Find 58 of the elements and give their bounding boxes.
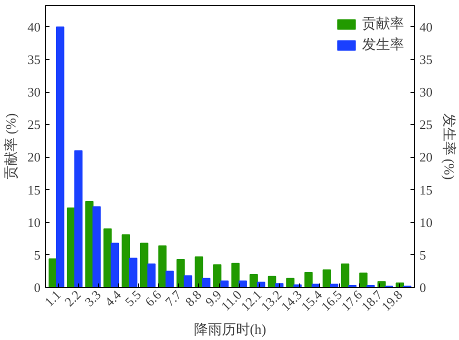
bar (110, 242, 120, 288)
y-tick-label: 40 (28, 19, 40, 34)
x-tick-label: 5.5 (122, 287, 144, 310)
y2-tick-label: 20 (420, 150, 432, 165)
y-tick-label: 20 (28, 150, 40, 165)
y2-tick-label: 25 (420, 117, 432, 132)
y2-tick-label: 35 (420, 52, 432, 68)
bar (74, 150, 83, 288)
x-tick-label: 1.1 (41, 287, 64, 310)
bar (238, 280, 247, 288)
bar (129, 258, 138, 288)
x-tick-label: 6.6 (142, 286, 164, 310)
y-tick-label: 5 (34, 247, 40, 262)
bar (158, 245, 167, 288)
bar (122, 234, 130, 288)
bar (166, 270, 174, 288)
y-tick-label: 35 (28, 52, 40, 68)
x-tick-label: 7.7 (162, 286, 185, 310)
x-tick-label: 3.3 (82, 287, 104, 310)
bar (340, 264, 350, 288)
y-tick-label: 25 (28, 117, 40, 132)
bar (213, 264, 222, 288)
x-axis-title: 降雨历时(h) (194, 322, 266, 338)
bar (147, 264, 156, 288)
x-tick-label: 4.4 (102, 286, 124, 310)
y2-tick-label: 0 (420, 280, 426, 295)
x-tick-label: 2.2 (62, 287, 84, 310)
legend-label: 贡献率 (362, 15, 404, 33)
bar (176, 258, 185, 288)
bar (231, 262, 240, 288)
legend-label: 发生率 (362, 36, 404, 54)
bar (103, 228, 112, 288)
y2-tick-label: 40 (420, 19, 432, 34)
y-tick-label: 30 (28, 84, 40, 100)
bar (286, 278, 294, 288)
bar (322, 269, 331, 288)
y2-axis-title: 发生率 (%) (440, 113, 456, 180)
bar (140, 242, 148, 288)
bar (194, 256, 204, 288)
bar (85, 201, 94, 288)
y2-tick-label: 15 (420, 182, 432, 198)
y-tick-label: 10 (28, 214, 40, 230)
bar (250, 274, 258, 288)
bar (184, 275, 192, 288)
bar (92, 206, 101, 288)
y2-tick-label: 5 (420, 247, 426, 262)
y-tick-label: 15 (28, 182, 40, 198)
y2-tick-label: 30 (420, 84, 432, 100)
y-tick-label: 0 (34, 280, 40, 295)
x-tick-label: 8.8 (182, 287, 204, 310)
y2-tick-label: 10 (420, 214, 432, 230)
bar (330, 284, 338, 288)
y-axis-title: 贡献率 (%) (4, 112, 20, 180)
bar (56, 26, 64, 288)
bar (202, 278, 210, 288)
bar (220, 280, 229, 288)
bar (304, 272, 313, 288)
bar (359, 272, 368, 288)
